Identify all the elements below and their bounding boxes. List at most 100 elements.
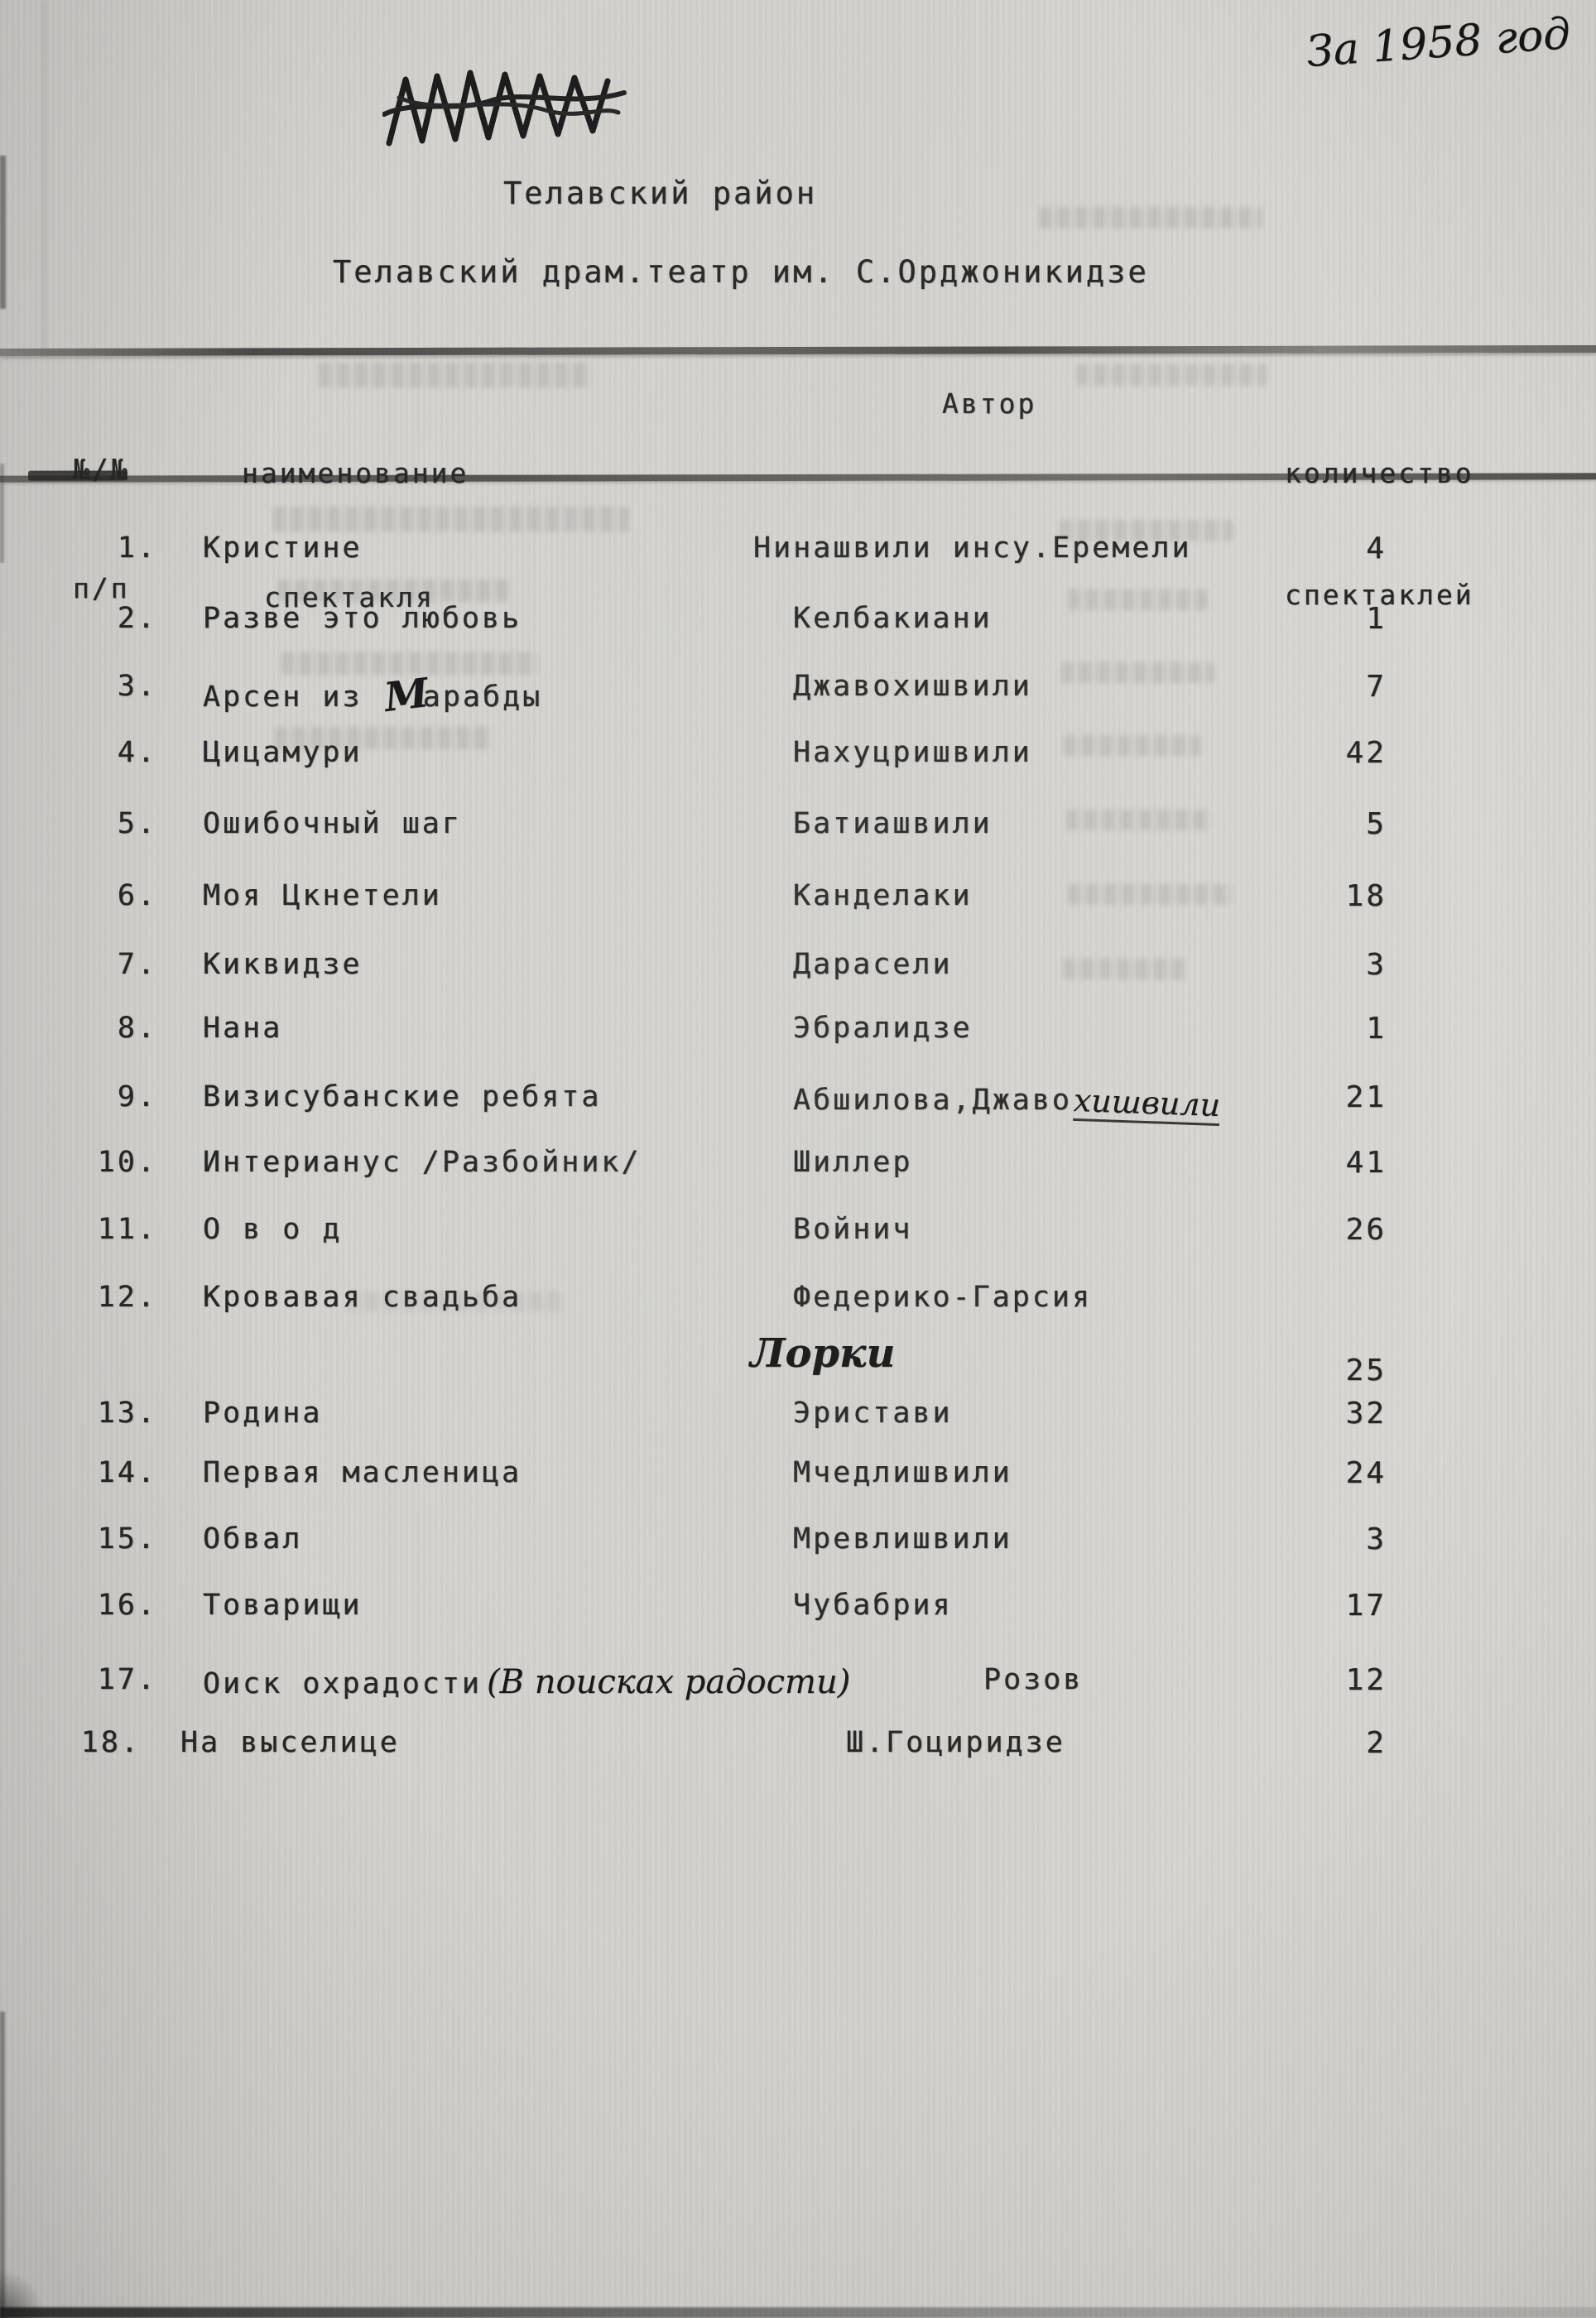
handwritten-year-note: За 1958 год <box>1305 8 1573 78</box>
play-title: Арсен из Марабды <box>203 669 543 722</box>
play-title: Первая масленица <box>203 1456 522 1489</box>
scan-edge-artifact <box>0 2012 5 2318</box>
table-row: 5. Ошибочный шаг Батиашвили 5 <box>0 807 1596 879</box>
performance-count: 7 <box>1366 670 1387 704</box>
scan-edge-artifact <box>0 156 6 309</box>
row-number: 7. <box>117 948 157 981</box>
crossed-out-scribble <box>382 70 627 147</box>
play-author: Мчедлишвили <box>793 1456 1012 1489</box>
play-author: Дарасели <box>793 948 953 981</box>
performance-count: 2 <box>1366 1726 1387 1760</box>
table-row: 11. О в о д Войнич 26 <box>0 1213 1596 1281</box>
row-number: 15. <box>97 1522 157 1556</box>
play-author: Батиашвили <box>793 807 993 840</box>
row-number: 14. <box>97 1456 157 1489</box>
performance-count: 41 <box>1345 1146 1387 1180</box>
play-author: Эристави <box>793 1397 953 1430</box>
play-author: Войнич <box>793 1213 913 1246</box>
play-author: Федерико-Гарсия Лорки <box>750 1281 1093 1377</box>
column-header-number: №/№ п/п <box>73 453 130 604</box>
table-row: 13. Родина Эристави 32 <box>0 1397 1596 1456</box>
scan-corner-shadow <box>0 2268 46 2318</box>
row-number: 8. <box>117 1012 157 1045</box>
play-author: Джавохишвили <box>793 670 1032 703</box>
table-row: 14. Первая масленица Мчедлишвили 24 <box>0 1456 1596 1522</box>
table-rows: 1. Кристине Нинашвили инсу.Еремели 4 2. … <box>0 531 1596 1792</box>
table-row: 9. Визисубанские ребята Абшилова,Джавохи… <box>0 1080 1596 1146</box>
play-title: Визисубанские ребята <box>203 1080 602 1113</box>
bleed-through-smudge <box>1076 364 1267 386</box>
performance-count: 17 <box>1345 1589 1387 1623</box>
theater-title: Телавский драм.театр им. С.Орджоникидзе <box>333 254 1149 290</box>
play-author: Розов <box>983 1663 1084 1696</box>
play-title: Кровавая свадьба <box>203 1281 522 1314</box>
row-number: 16. <box>97 1589 157 1622</box>
bleed-through-smudge <box>1039 207 1262 228</box>
play-author: Ш.Гоциридзе <box>846 1726 1065 1759</box>
table-row: 4. Цицамури Нахуцришвили 42 <box>0 736 1596 807</box>
handwritten-correction: М <box>381 669 431 722</box>
row-number: 6. <box>117 879 157 912</box>
play-title: О в о д <box>203 1213 343 1246</box>
performance-count: 32 <box>1345 1397 1387 1431</box>
play-author: Нахуцришвили <box>793 736 1032 769</box>
play-title: Оиск охрадости (В поисках радости) <box>203 1663 851 1701</box>
play-title: На выселице <box>180 1726 400 1759</box>
row-number: 3. <box>117 670 157 703</box>
row-number: 4. <box>117 736 157 769</box>
play-title: Товарищи <box>203 1589 363 1622</box>
paper-fold-line <box>43 0 46 356</box>
table-row: 6. Моя Цкнетели Канделаки 18 <box>0 879 1596 948</box>
table-row: 3. Арсен из Марабды Джавохишвили 7 <box>0 670 1596 736</box>
play-author: Шиллер <box>793 1146 913 1179</box>
performance-count: 4 <box>1366 531 1387 565</box>
play-title: Интерианус /Разбойник/ <box>203 1146 642 1179</box>
play-title: Ошибочный шаг <box>203 807 462 840</box>
table-row: 8. Нана Эбралидзе 1 <box>0 1012 1596 1080</box>
play-title: Кристине <box>203 531 363 565</box>
play-author: Эбралидзе <box>793 1012 973 1045</box>
play-author: Келбакиани <box>793 602 993 635</box>
performance-count: 12 <box>1345 1663 1387 1697</box>
table-row: 16. Товарищи Чубабрия 17 <box>0 1589 1596 1663</box>
row-number: 9. <box>117 1080 157 1113</box>
play-author: Мревлишвили <box>793 1522 1012 1556</box>
scan-edge-artifact <box>0 2307 1596 2318</box>
handwritten-correction: Лорки <box>750 1330 896 1377</box>
row-number: 10. <box>97 1146 157 1179</box>
performance-count: 5 <box>1366 807 1387 841</box>
row-number: 12. <box>97 1281 157 1314</box>
performance-count: 1 <box>1366 1012 1387 1046</box>
table-top-rule <box>0 344 1596 357</box>
column-header-author: Автор <box>942 387 1037 420</box>
play-title: Родина <box>203 1397 323 1430</box>
play-title: Моя Цкнетели <box>203 879 442 912</box>
column-header-count: количество спектаклей <box>1285 457 1474 611</box>
row-number: 5. <box>117 807 157 840</box>
table-row: 1. Кристине Нинашвили инсу.Еремели 4 <box>0 531 1596 602</box>
column-header-play-name: наименование спектакля <box>242 457 469 613</box>
performance-count: 18 <box>1345 879 1387 913</box>
table-row: 15. Обвал Мревлишвили 3 <box>0 1522 1596 1589</box>
play-title: Киквидзе <box>203 948 363 981</box>
row-number: 11. <box>97 1213 157 1246</box>
performance-count: 3 <box>1366 948 1387 982</box>
handwritten-correction: хишвили <box>1073 1081 1221 1127</box>
performance-count: 21 <box>1345 1080 1387 1114</box>
play-author: Нинашвили инсу.Еремели <box>753 531 1192 565</box>
play-title: Нана <box>203 1012 283 1045</box>
play-author: Абшилова,Джавохишвили <box>793 1080 1221 1127</box>
play-title: Цицамури <box>203 736 363 769</box>
performance-count: 25 <box>1345 1354 1387 1387</box>
performance-count: 24 <box>1345 1456 1387 1490</box>
row-number: 1. <box>117 531 157 565</box>
table-row: 2. Разве это любовь Келбакиани 1 <box>0 602 1596 670</box>
handwritten-correction: (В поисках радости) <box>487 1663 851 1701</box>
row-number: 18. <box>80 1726 141 1759</box>
row-number: 13. <box>97 1397 157 1430</box>
table-row: 7. Киквидзе Дарасели 3 <box>0 948 1596 1012</box>
table-row: 18. На выселице Ш.Гоциридзе 2 <box>0 1726 1596 1792</box>
play-author: Чубабрия <box>793 1589 953 1622</box>
play-author: Канделаки <box>793 879 973 912</box>
